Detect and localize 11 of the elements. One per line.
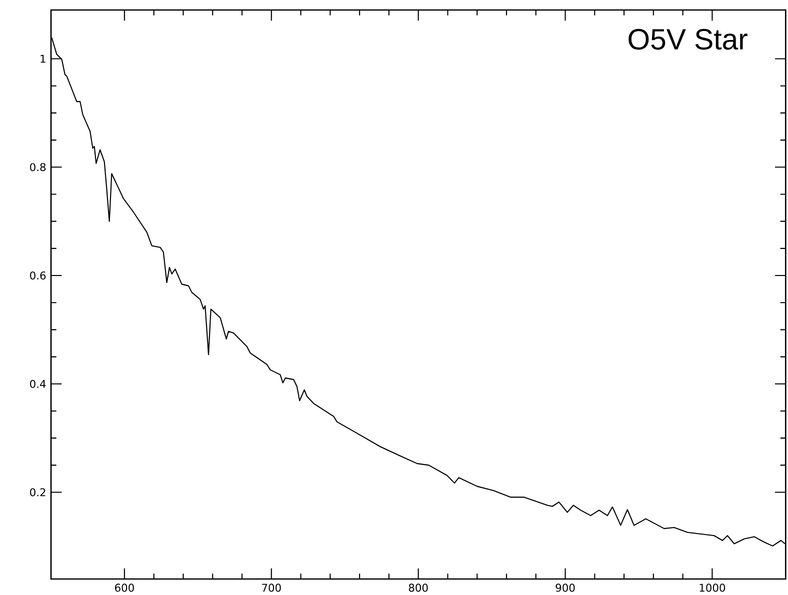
- x-tick-label: 600: [115, 584, 134, 592]
- annotation: O5V Star: [628, 28, 748, 50]
- y-tick-label: 0.4: [30, 380, 46, 388]
- x-tick-label: 700: [262, 584, 281, 592]
- y-tick-label: 1: [40, 54, 46, 63]
- y-tick-label: 0.2: [30, 488, 46, 496]
- x-tick-label: 900: [556, 584, 575, 592]
- y-tick-label: 0.6: [30, 271, 46, 280]
- x-tick-label: 1000: [700, 584, 726, 592]
- y-tick-label: 0.8: [30, 163, 46, 172]
- x-tick-label: 800: [408, 584, 428, 592]
